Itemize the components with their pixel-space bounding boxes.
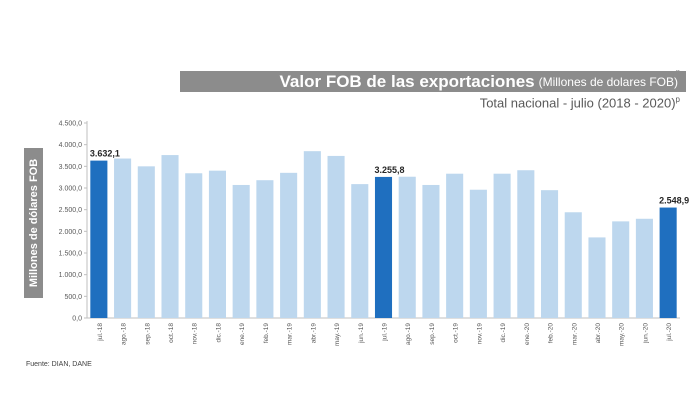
y-tick-label: 2.000,0 (59, 229, 82, 236)
y-tick-label: 4.000,0 (59, 142, 82, 149)
x-tick-label: jun.-20 (642, 323, 649, 344)
x-tick-label: mar.-20 (571, 323, 578, 345)
bar-feb-20 (541, 190, 559, 318)
bar-dic-18 (208, 170, 226, 318)
bar-oct-19 (446, 173, 464, 318)
x-tick-label: jun.-19 (358, 323, 365, 344)
x-tick-label: mar.-19 (287, 323, 294, 345)
x-tick-label: sep.-18 (144, 323, 151, 345)
x-tick-label: may.-20 (619, 323, 626, 346)
chart-title: Valor FOB de las exportaciones (279, 71, 535, 91)
x-tick-label: ago.-19 (405, 323, 412, 345)
bar-abr-19 (303, 151, 321, 318)
chart-subtitle: Total nacional - julio (2018 - 2020)p (480, 95, 680, 110)
bar-jun-20 (635, 218, 653, 318)
close-icon[interactable]: ˬ (676, 60, 680, 72)
x-tick-label: jul.-18 (97, 323, 104, 342)
x-tick-label: abr.-19 (310, 323, 317, 344)
bar-ago-19 (398, 176, 416, 318)
x-tick-label: abr.-20 (595, 323, 602, 344)
x-tick-label: ene.-19 (239, 323, 246, 345)
y-tick-label: 0,0 (72, 316, 82, 323)
y-tick-label: 500,0 (64, 294, 82, 301)
chart-subtitle-sup: p (675, 95, 680, 104)
x-tick-label: nov.-19 (476, 323, 483, 345)
y-tick-label: 3.500,0 (59, 164, 82, 171)
bar-abr-20 (588, 237, 606, 318)
bar-jul-18 (90, 160, 108, 318)
x-tick-label: ago.-18 (121, 323, 128, 345)
x-tick-label: jul.-19 (382, 323, 389, 342)
y-tick-label: 1.500,0 (59, 251, 82, 258)
bar-nov-18 (185, 173, 203, 318)
bar-ene-20 (517, 170, 535, 318)
bar-mar-20 (564, 212, 582, 318)
data-label: 2.548,9 (659, 196, 689, 206)
data-label: 3.255,8 (374, 165, 404, 175)
bar-jul-19 (374, 176, 393, 318)
x-tick-label: dic.-19 (500, 323, 507, 343)
y-axis-label-box (24, 148, 43, 298)
y-tick-label: 1.000,0 (59, 272, 82, 279)
x-tick-label: oct.-18 (168, 323, 175, 343)
chart-title-unit: (Millones de dolares FOB) (538, 74, 678, 89)
x-tick-label: ene.-20 (524, 323, 531, 345)
bar-nov-19 (469, 189, 487, 318)
bar-sep-19 (422, 184, 440, 318)
bar-ene-19 (232, 184, 250, 318)
bar-ago-18 (114, 158, 132, 318)
x-tick-label: may.-19 (334, 323, 341, 346)
bar-mar-19 (280, 172, 298, 318)
bar-jul-20 (659, 207, 677, 318)
bar-may-20 (612, 221, 630, 318)
chart-subtitle-text: Total nacional - julio (2018 - 2020) (479, 95, 676, 111)
x-tick-label: jul.-20 (666, 323, 673, 342)
x-tick-label: nov.-18 (192, 323, 199, 345)
data-label: 3.632,1 (90, 149, 120, 159)
x-tick-label: oct.-19 (453, 323, 460, 343)
bar-jun-19 (351, 184, 369, 318)
y-tick-label: 3.000,0 (59, 186, 82, 193)
x-tick-label: feb.-19 (263, 323, 270, 344)
source-note: Fuente: DIAN, DANE (26, 361, 92, 368)
x-tick-label: dic.-18 (215, 323, 222, 343)
y-tick-label: 2.500,0 (59, 207, 82, 214)
bar-feb-19 (256, 180, 274, 318)
x-tick-label: sep.-19 (429, 323, 436, 345)
bar-sep-18 (137, 166, 155, 318)
x-tick-label: feb.-20 (548, 323, 555, 344)
chart-title-bar: Valor FOB de las exportaciones (Millones… (180, 71, 686, 92)
bar-may-19 (327, 155, 345, 318)
bar-oct-18 (161, 155, 179, 318)
y-tick-label: 4.500,0 (59, 121, 82, 128)
bar-dic-19 (493, 173, 511, 318)
